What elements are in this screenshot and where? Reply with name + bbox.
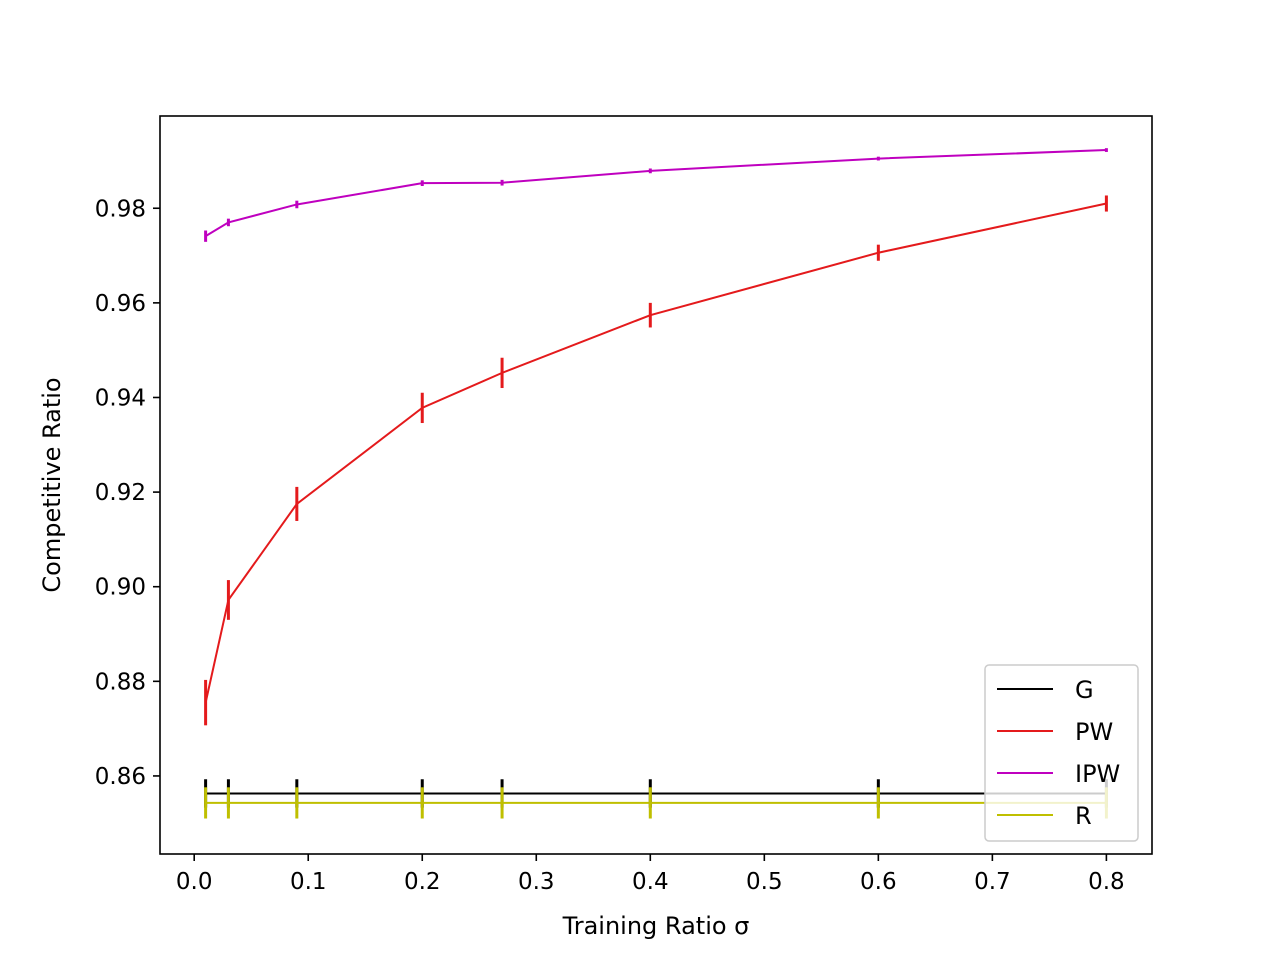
x-axis: 0.0 0.1 0.2 0.3 0.4 0.5 0.6 0.7 0.8 xyxy=(176,854,1125,895)
axes-frame xyxy=(159,115,1153,855)
x-tick-label: 0.3 xyxy=(518,869,555,895)
legend-entry-r: R xyxy=(997,802,1092,830)
y-tick-label: 0.94 xyxy=(95,385,146,411)
legend-box xyxy=(984,664,1139,842)
legend-label-pw: PW xyxy=(1075,718,1113,746)
x-tick-label: 0.1 xyxy=(290,869,327,895)
legend-entry-g: G xyxy=(997,676,1094,704)
legend-label-g: G xyxy=(1075,676,1094,704)
x-axis-label: Training Ratio σ xyxy=(562,912,750,940)
y-tick-label: 0.92 xyxy=(95,480,146,506)
x-tick-label: 0.0 xyxy=(176,869,213,895)
y-tick-label: 0.86 xyxy=(95,764,146,790)
x-tick-label: 0.4 xyxy=(632,869,669,895)
y-axis: 0.86 0.88 0.90 0.92 0.94 0.96 0.98 xyxy=(95,196,160,790)
series-line-ipw xyxy=(205,149,1107,238)
legend-label-ipw: IPW xyxy=(1075,760,1120,788)
series-line-pw xyxy=(204,202,1107,703)
y-tick-label: 0.98 xyxy=(95,196,146,222)
x-tick-label: 0.8 xyxy=(1088,869,1125,895)
x-tick-label: 0.5 xyxy=(746,869,783,895)
legend-entry-pw: PW xyxy=(997,718,1113,746)
legend-entry-ipw: IPW xyxy=(997,760,1120,788)
x-tick-label: 0.6 xyxy=(860,869,897,895)
x-tick-label: 0.7 xyxy=(974,869,1011,895)
y-tick-label: 0.90 xyxy=(95,575,146,601)
x-tick-label: 0.2 xyxy=(404,869,441,895)
series-ipw xyxy=(204,148,1108,242)
y-tick-label: 0.88 xyxy=(95,669,146,695)
y-axis-label: Competitive Ratio xyxy=(38,377,66,592)
legend-label-r: R xyxy=(1075,802,1092,830)
series-pw xyxy=(204,195,1108,726)
legend: G PW IPW R xyxy=(984,664,1139,842)
y-tick-label: 0.96 xyxy=(95,291,146,317)
